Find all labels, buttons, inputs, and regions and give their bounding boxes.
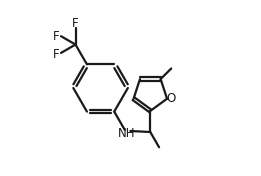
Text: F: F (53, 48, 60, 61)
Text: F: F (53, 30, 60, 43)
Text: F: F (72, 17, 79, 30)
Text: NH: NH (118, 127, 135, 140)
Text: O: O (166, 92, 176, 105)
